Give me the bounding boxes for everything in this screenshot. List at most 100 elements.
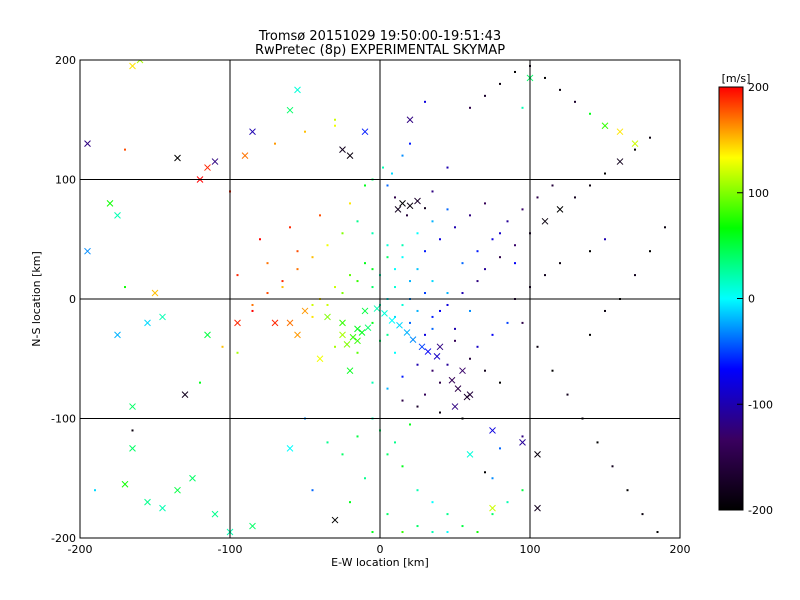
data-point-dot [446, 292, 449, 295]
data-point-dot [439, 411, 441, 414]
data-point-dot [334, 118, 336, 121]
data-point-dot [341, 232, 344, 235]
data-point-x [451, 403, 459, 410]
data-point-dot [424, 333, 426, 336]
y-tick-label: 100 [55, 174, 76, 187]
data-point-dot [506, 321, 509, 324]
data-point-dot [499, 232, 501, 235]
data-point-dot [446, 513, 449, 516]
data-point-x [294, 86, 301, 94]
data-point-dot [536, 196, 539, 199]
data-point-dot [334, 345, 336, 348]
data-point-x [151, 289, 159, 297]
data-point-dot [386, 244, 389, 247]
data-point-dot [656, 531, 659, 534]
data-point-x [136, 60, 144, 64]
chart-subtitle: RwPretec (8p) EXPERIMENTAL SKYMAP [255, 43, 505, 58]
data-point-dot [424, 100, 426, 103]
data-point-dot [341, 453, 344, 456]
data-point-dot [484, 369, 486, 372]
data-point-x [616, 158, 624, 165]
data-point-dot [431, 327, 434, 330]
data-point-x [129, 403, 136, 410]
data-point-dot [334, 124, 336, 127]
data-point-dot [574, 196, 576, 199]
data-point-x [631, 140, 639, 148]
data-point-dot [484, 202, 486, 205]
data-point-dot [431, 280, 434, 283]
data-point-dot [409, 423, 411, 426]
data-point-x [84, 247, 91, 255]
data-point-x [403, 329, 411, 336]
data-point-x [114, 211, 121, 219]
data-point-dot [394, 351, 396, 354]
data-point-dot [382, 166, 384, 169]
data-point-dot [491, 333, 494, 336]
data-point-dot [574, 100, 576, 103]
data-point-x [331, 516, 339, 524]
data-point-dot [424, 292, 426, 295]
data-point-dot [469, 309, 471, 312]
scatter-points [84, 60, 666, 536]
data-point-x [294, 331, 301, 339]
data-point-dot [521, 489, 524, 492]
data-point-x [354, 337, 361, 345]
data-point-x [489, 504, 496, 512]
data-point-dot [319, 214, 321, 217]
data-point-x [129, 445, 136, 452]
data-point-dot [431, 531, 434, 534]
data-point-dot [611, 465, 614, 468]
data-point-dot [401, 375, 404, 378]
y-tick-label: 200 [55, 54, 76, 67]
data-point-x [556, 206, 564, 213]
data-point-x [361, 128, 369, 136]
data-point-dot [566, 393, 569, 396]
data-point-dot [304, 130, 306, 133]
data-point-dot [589, 333, 591, 336]
data-point-dot [124, 286, 126, 289]
data-point-dot [499, 82, 501, 85]
data-point-dot [551, 369, 554, 372]
data-point-x [424, 348, 432, 355]
grid [80, 60, 680, 538]
data-point-dot [634, 274, 636, 277]
data-point-dot [521, 435, 524, 438]
data-point-dot [386, 256, 389, 259]
colorbar-tick-label: 0 [748, 293, 755, 306]
data-point-x [489, 427, 496, 434]
data-point-dot [409, 280, 411, 283]
data-point-dot [94, 489, 96, 492]
data-point-dot [409, 142, 411, 145]
data-point-dot [431, 190, 434, 193]
x-axis: -200 -100 0 100 200 [68, 60, 691, 556]
data-point-dot [371, 531, 374, 534]
data-point-dot [454, 339, 456, 342]
colorbar-tick-label: 200 [748, 81, 769, 94]
data-point-dot [536, 345, 539, 348]
colorbar-tick-label: 100 [748, 187, 769, 200]
data-point-dot [326, 303, 329, 306]
data-point-dot [349, 202, 351, 205]
data-point-x [174, 154, 181, 162]
data-point-dot [596, 441, 599, 444]
data-point-dot [296, 268, 299, 271]
data-point-x [159, 504, 166, 512]
data-point-dot [401, 244, 404, 247]
data-point-dot [506, 220, 509, 223]
data-point-dot [589, 112, 591, 115]
data-point-x [121, 480, 129, 488]
data-point-dot [431, 369, 434, 372]
data-point-x [106, 200, 114, 207]
data-point-dot [439, 238, 441, 241]
data-point-x [301, 307, 309, 315]
data-point-dot [454, 327, 456, 330]
y-tick-label: 0 [69, 293, 76, 306]
data-point-dot [589, 184, 591, 187]
data-point-dot [664, 226, 666, 229]
x-axis-label: E-W location [km] [331, 556, 429, 569]
data-point-dot [416, 363, 419, 366]
data-point-x [339, 319, 346, 327]
data-point-dot [266, 262, 269, 265]
data-point-dot [439, 309, 441, 312]
